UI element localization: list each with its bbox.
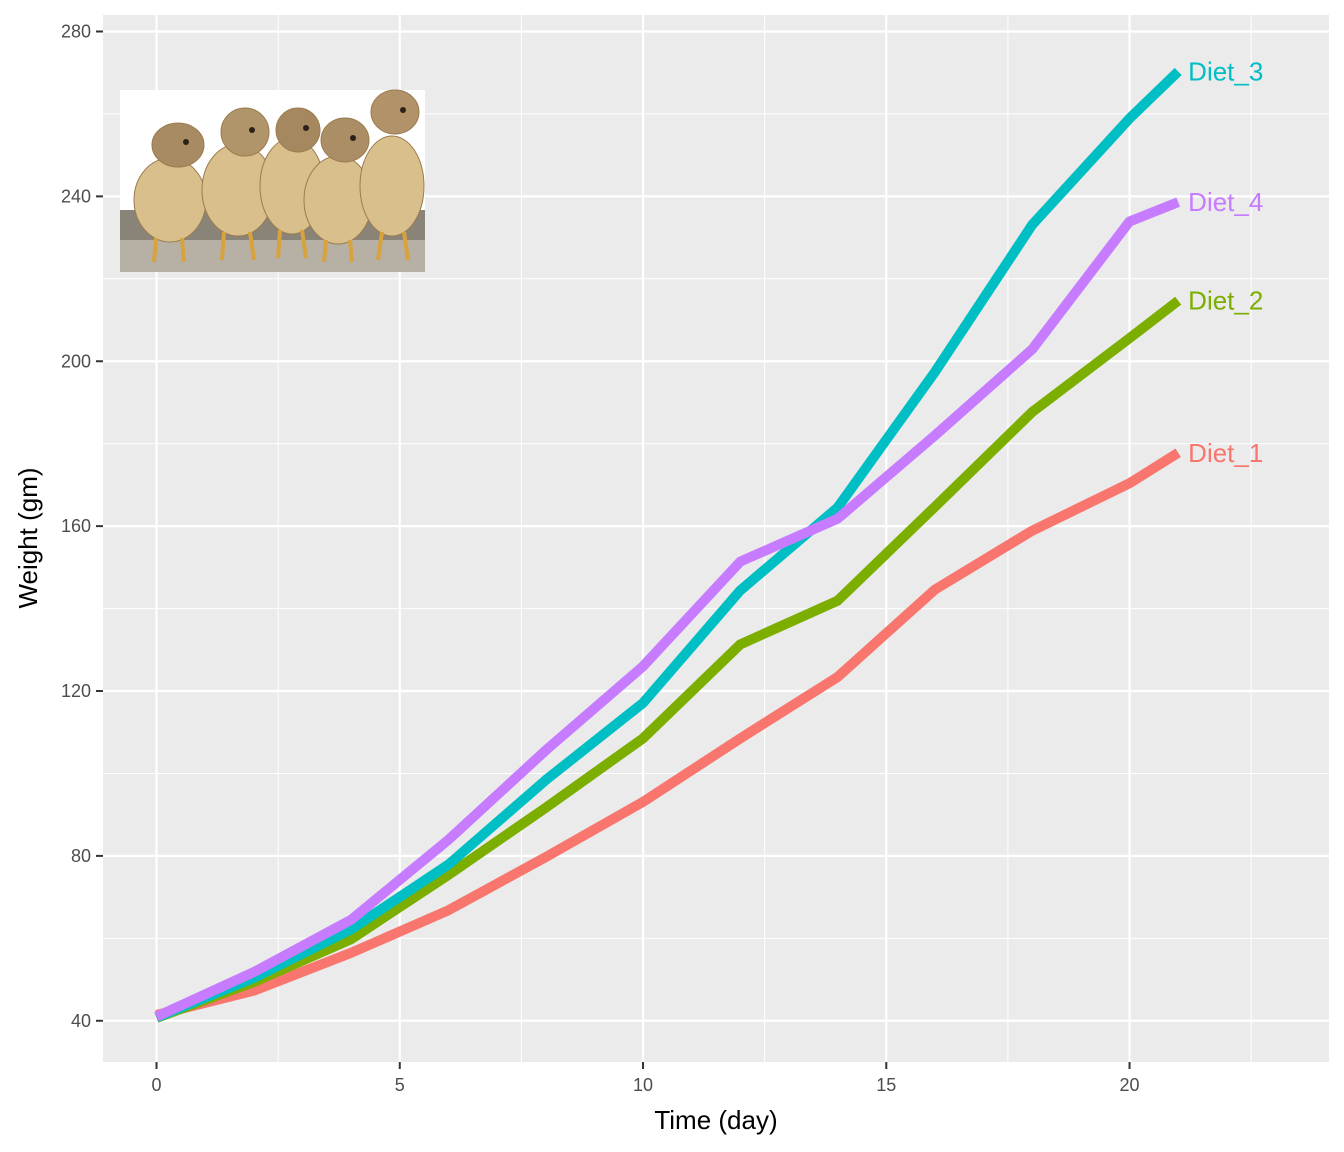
grid-layer [103, 15, 1329, 1062]
series-label-diet-3: Diet_3 [1188, 56, 1263, 86]
y-tick-label: 120 [61, 681, 91, 701]
x-tick-label: 5 [395, 1075, 405, 1095]
y-tick-label: 160 [61, 516, 91, 536]
series-line-diet-1 [155, 448, 1181, 1020]
series-label-diet-1: Diet_1 [1188, 438, 1263, 468]
x-tick-label: 20 [1120, 1075, 1140, 1095]
x-tick-label: 15 [876, 1075, 896, 1095]
x-axis-title: Time (day) [654, 1105, 777, 1135]
series-label-diet-2: Diet_2 [1188, 286, 1263, 316]
x-tick-label: 0 [152, 1075, 162, 1095]
series-label-diet-4: Diet_4 [1188, 187, 1263, 217]
series-layer: Diet_1 Diet_2 Diet_3 Diet_4 [154, 56, 1263, 1023]
series-line-diet-4 [154, 197, 1181, 1022]
y-tick-label: 280 [61, 21, 91, 41]
axis-layer: 0 5 10 15 20 40 80 120 160 200 240 280 [61, 21, 1140, 1095]
chicks-photo [120, 89, 425, 272]
y-axis-title: Weight (gm) [13, 467, 43, 608]
y-tick-label: 40 [71, 1011, 91, 1031]
series-line-diet-3 [154, 67, 1182, 1023]
y-tick-label: 240 [61, 186, 91, 206]
y-tick-label: 200 [61, 351, 91, 371]
series-line-diet-2 [154, 296, 1182, 1023]
x-tick-label: 10 [633, 1075, 653, 1095]
y-tick-label: 80 [71, 846, 91, 866]
